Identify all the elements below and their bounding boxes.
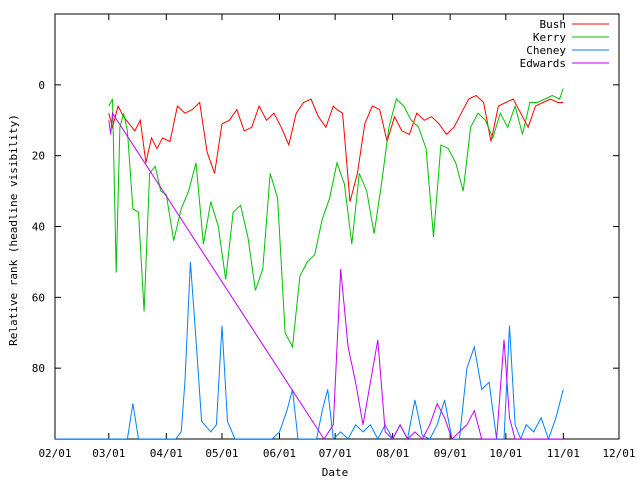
y-tick-label: 80 (32, 362, 45, 375)
x-tick-label: 09/01 (434, 447, 467, 460)
series-layer (55, 88, 564, 439)
x-tick-label: 12/01 (602, 447, 635, 460)
legend-label: Kerry (533, 31, 566, 44)
x-axis: 02/01 03/01 04/01 05/01 06/01 07/01 08/01 09/01… (38, 14, 636, 460)
series-line-bush (108, 94, 564, 202)
y-tick-label: 60 (32, 291, 45, 304)
x-tick-label: 10/01 (489, 447, 522, 460)
x-tick-label: 02/01 (38, 447, 71, 460)
y-axis-label: Relative rank (headline visibility) (7, 114, 20, 346)
y-tick-label: 40 (32, 221, 45, 234)
x-tick-label: 06/01 (263, 447, 296, 460)
x-axis-label: Date (322, 466, 349, 479)
x-tick-label: 07/01 (319, 447, 352, 460)
x-tick-label: 11/01 (547, 447, 580, 460)
legend-label: Cheney (526, 44, 566, 57)
legend-label: Bush (540, 18, 567, 31)
x-tick-label: 05/01 (205, 447, 238, 460)
x-tick-label: 04/01 (150, 447, 183, 460)
series-line-cheney (55, 261, 564, 439)
series-line-kerry (108, 88, 564, 349)
y-axis: 0 20 40 60 80 (32, 79, 619, 375)
x-tick-label: 08/01 (376, 447, 409, 460)
y-tick-label: 20 (32, 150, 45, 163)
y-tick-label: 0 (38, 79, 45, 92)
legend-label: Edwards (520, 57, 566, 70)
x-tick-label: 03/01 (92, 447, 125, 460)
series-line-edwards (108, 111, 564, 439)
